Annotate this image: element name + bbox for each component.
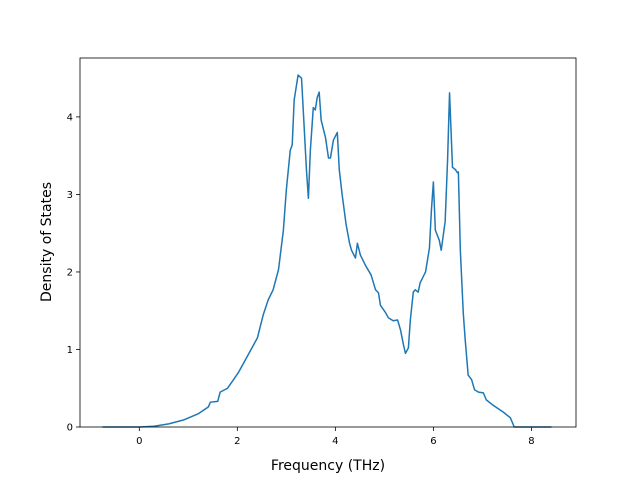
x-axis-label: Frequency (THz) xyxy=(271,458,385,474)
x-tick-label: 8 xyxy=(528,436,534,447)
y-tick-label: 1 xyxy=(67,345,73,356)
y-tick-label: 0 xyxy=(67,423,73,434)
y-tick-label: 2 xyxy=(67,267,73,278)
x-tick-label: 4 xyxy=(332,436,338,447)
x-tick-label: 0 xyxy=(136,436,142,447)
y-tick-label: 4 xyxy=(67,112,73,123)
y-axis-label: Density of States xyxy=(39,182,55,302)
axes-frame xyxy=(79,57,577,428)
y-tick-label: 3 xyxy=(67,190,73,201)
x-tick-label: 2 xyxy=(234,436,240,447)
line xyxy=(102,74,552,428)
x-tick-label: 6 xyxy=(430,436,436,447)
